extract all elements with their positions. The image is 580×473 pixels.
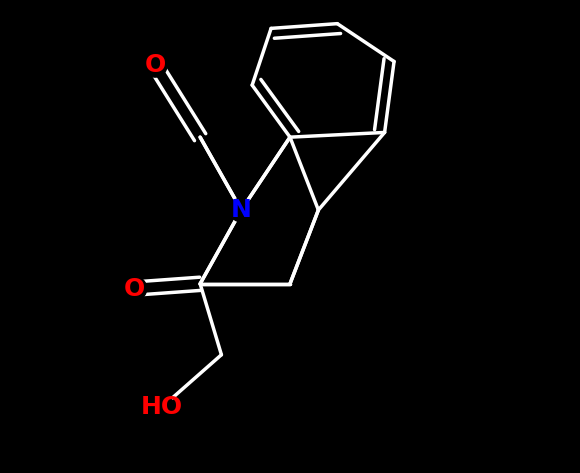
Text: HO: HO xyxy=(141,395,183,419)
Text: O: O xyxy=(124,277,146,300)
Circle shape xyxy=(150,395,174,419)
Circle shape xyxy=(143,53,167,77)
Text: N: N xyxy=(231,198,252,222)
Circle shape xyxy=(123,277,147,300)
Text: O: O xyxy=(144,53,166,77)
Circle shape xyxy=(230,198,253,222)
